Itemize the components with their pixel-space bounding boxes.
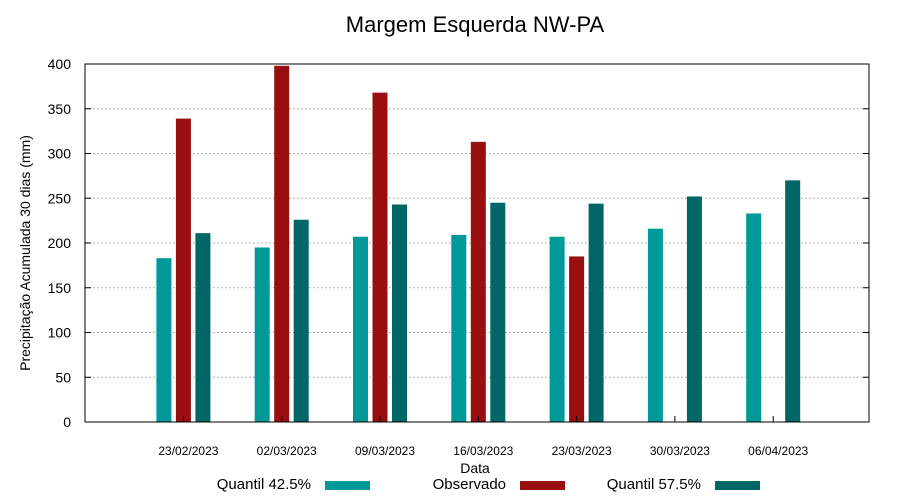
legend-swatch [520, 481, 565, 490]
bar [588, 203, 604, 422]
y-tick-label: 0 [63, 414, 71, 430]
legend-item: Quantil 42.5% [217, 476, 370, 493]
bar [156, 258, 172, 422]
y-tick-label: 150 [48, 280, 72, 296]
x-axis: 23/02/2023 02/03/2023 09/03/2023 16/03/2023… [158, 416, 809, 458]
y-tick-label: 400 [48, 56, 72, 72]
bar [392, 204, 407, 422]
y-tick-label: 350 [48, 101, 72, 117]
y-axis-label: Precipitação Acumulada 30 dias (mm) [17, 135, 33, 371]
bar [549, 236, 565, 422]
x-tick-label: 23/02/2023 [158, 444, 218, 458]
bar [372, 92, 388, 422]
bar [569, 256, 585, 422]
legend-label: Quantil 57.5% [607, 476, 701, 493]
legend-label: Quantil 42.5% [217, 476, 311, 493]
bar [353, 236, 368, 422]
legend: Quantil 42.5% Observado Quantil 57.5% [217, 476, 760, 493]
chart-title: Margem Esquerda NW-PA [346, 12, 605, 37]
bars [156, 65, 801, 423]
bar [785, 180, 801, 422]
y-tick-label: 250 [48, 190, 72, 206]
x-tick-label: 16/03/2023 [453, 444, 513, 458]
x-axis-label: Data [460, 460, 490, 476]
x-tick-label: 06/04/2023 [748, 444, 808, 458]
bar [175, 118, 191, 422]
legend-swatch [715, 481, 760, 490]
x-tick-label: 09/03/2023 [355, 444, 415, 458]
x-tick-label: 23/03/2023 [552, 444, 612, 458]
bar [470, 141, 486, 423]
y-tick-label: 200 [48, 235, 72, 251]
bar [274, 65, 290, 422]
x-tick-label: 30/03/2023 [650, 444, 710, 458]
legend-item: Observado [433, 476, 565, 493]
legend-swatch [325, 481, 370, 490]
y-axis: 0 50 100 150 200 250 300 350 400 [48, 56, 869, 430]
bar [195, 233, 211, 422]
y-tick-label: 100 [48, 325, 72, 341]
bar [647, 228, 663, 422]
legend-item: Quantil 57.5% [607, 476, 760, 493]
bar [293, 219, 309, 422]
y-tick-label: 300 [48, 146, 72, 162]
y-tick-label: 50 [55, 369, 71, 385]
bar [746, 213, 762, 422]
bar [254, 247, 270, 422]
bar [686, 196, 702, 422]
bar [490, 202, 506, 422]
x-tick-label: 02/03/2023 [257, 444, 317, 458]
legend-label: Observado [433, 476, 506, 493]
bar [451, 234, 467, 422]
